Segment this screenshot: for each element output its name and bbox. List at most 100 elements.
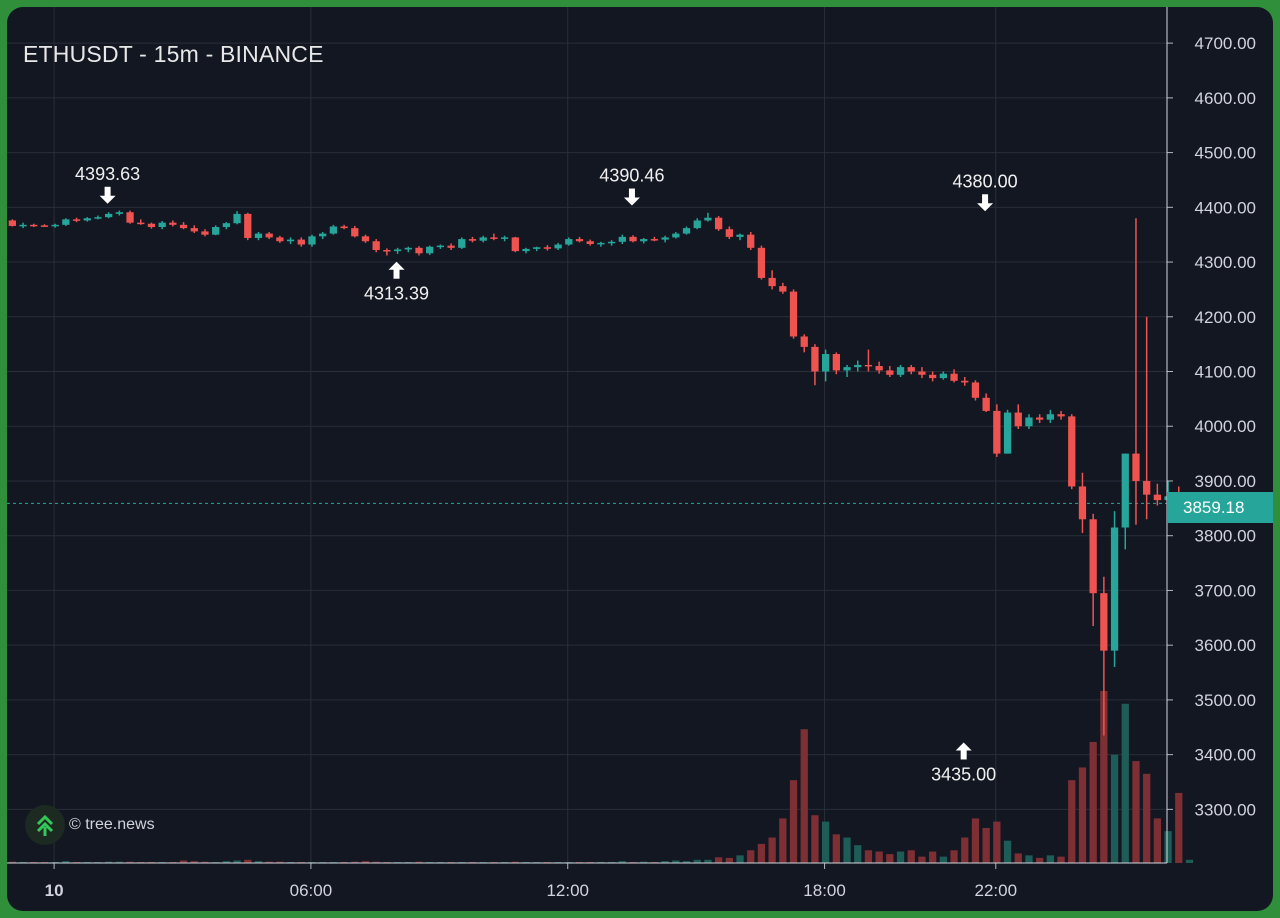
volume-bar: [8, 861, 16, 863]
candle-body: [19, 224, 27, 227]
volume-bar: [415, 861, 423, 863]
volume-bar: [1185, 859, 1194, 863]
up-arrow-icon: [955, 742, 972, 751]
volume-bar: [233, 860, 241, 863]
y-tick-label: 3500.00: [1195, 691, 1256, 710]
candle-body: [62, 219, 70, 225]
volume-bar: [511, 861, 519, 863]
candle-body: [929, 374, 937, 379]
candle-body: [821, 353, 830, 372]
down-arrow-stem: [104, 186, 111, 197]
volume-bar: [1143, 773, 1151, 863]
annotation-low-label: 4313.39: [364, 284, 429, 304]
candle-body: [586, 241, 594, 244]
candle-body: [886, 370, 894, 375]
x-tick-label: 10: [45, 881, 64, 900]
down-arrow-stem: [982, 194, 989, 205]
candle-body: [276, 237, 284, 242]
volume-bar: [1110, 754, 1119, 863]
volume-bar: [736, 855, 744, 863]
candle-body: [404, 247, 412, 250]
candle-body: [1068, 416, 1076, 487]
candle-body: [447, 245, 455, 248]
x-tick-label: 06:00: [290, 881, 333, 900]
candle-body: [725, 229, 733, 237]
volume-bar: [244, 859, 252, 863]
volume-bar: [896, 851, 905, 863]
volume-bar: [1014, 853, 1022, 863]
candle-body: [832, 353, 840, 371]
volume-bar: [854, 845, 862, 863]
candle-body: [1100, 593, 1108, 651]
up-arrow-stem: [393, 268, 400, 279]
y-tick-label: 3400.00: [1195, 746, 1256, 765]
candle-body: [896, 367, 905, 375]
axes: 3300.00 3400.00 3500.00 3600.00 3700.00 3800.…: [7, 7, 1256, 900]
candle-body: [736, 234, 744, 237]
candles: [8, 210, 1194, 736]
candle-body: [115, 212, 123, 214]
candle-body: [8, 220, 16, 226]
down-arrow-stem: [628, 188, 635, 199]
x-tick-label: 18:00: [803, 881, 846, 900]
candle-body: [1078, 486, 1087, 520]
candlestick-chart[interactable]: 4393.63 4313.39 4390.46 4380.00 3435.00 3300…: [7, 7, 1273, 911]
candle-body: [351, 228, 359, 237]
candle-body: [1143, 480, 1151, 495]
volume-bar: [254, 861, 263, 863]
y-tick-label: 4000.00: [1195, 417, 1256, 436]
volume-bar: [811, 815, 819, 863]
candle-body: [1057, 414, 1065, 417]
candle-body: [244, 213, 252, 238]
candle-body: [800, 336, 808, 347]
candle-body: [468, 239, 477, 241]
volume-bar: [725, 857, 733, 863]
candle-body: [993, 410, 1001, 454]
volume-bars: [8, 691, 1194, 863]
volume-bar: [105, 861, 113, 863]
candle-body: [436, 245, 445, 248]
volume-bar: [1036, 857, 1044, 863]
candle-body: [672, 233, 680, 238]
volume-bar: [886, 854, 894, 863]
volume-bar: [843, 837, 851, 863]
volume-bar: [1121, 703, 1129, 863]
volume-bar: [265, 861, 273, 863]
volume-bar: [693, 859, 701, 863]
volume-bar: [672, 860, 680, 863]
candle-body: [511, 237, 519, 252]
candle-body: [265, 233, 273, 238]
volume-bar: [714, 857, 723, 863]
y-tick-label: 4100.00: [1195, 363, 1256, 382]
candle-body: [693, 220, 701, 229]
candle-body: [597, 242, 605, 245]
annotation-high-label: 4390.46: [599, 166, 664, 186]
volume-bar: [126, 861, 134, 863]
chart-panel[interactable]: 4393.63 4313.39 4390.46 4380.00 3435.00 3300…: [7, 7, 1273, 911]
up-arrow-stem: [960, 749, 967, 760]
volume-bar: [993, 821, 1001, 863]
volume-bar: [982, 827, 990, 863]
volume-bar: [1003, 840, 1012, 863]
candle-body: [94, 217, 102, 219]
x-tick-label: 12:00: [546, 881, 589, 900]
candle-body: [554, 244, 562, 249]
candle-body: [147, 223, 156, 228]
volume-bar: [864, 850, 873, 863]
volume-bar: [757, 843, 766, 863]
volume-bar: [682, 861, 691, 863]
candle-body: [543, 247, 552, 249]
y-tick-label: 3900.00: [1195, 472, 1256, 491]
candle-body: [233, 213, 241, 224]
volume-bar: [351, 861, 359, 863]
candle-body: [918, 371, 926, 375]
candle-body: [426, 246, 434, 254]
y-tick-label: 4600.00: [1195, 89, 1256, 108]
volume-bar: [190, 861, 198, 863]
candle-body: [415, 247, 423, 254]
candle-body: [522, 248, 530, 252]
volume-bar: [1057, 856, 1065, 863]
candle-body: [72, 219, 81, 221]
volume-bar: [1164, 831, 1172, 863]
candle-body: [629, 236, 637, 242]
